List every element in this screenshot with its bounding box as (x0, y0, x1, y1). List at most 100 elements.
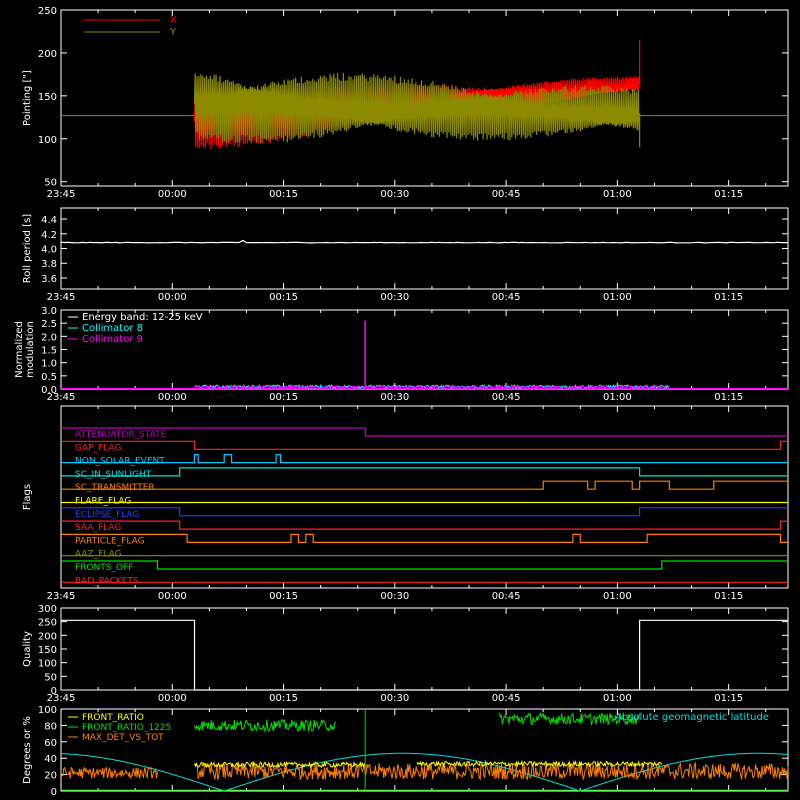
roll-ytick-label: 4.2 (41, 230, 57, 241)
quality-time-label: 00:00 (158, 693, 187, 704)
quality-time-label: 23:45 (47, 693, 76, 704)
flags-time-label: 00:30 (380, 591, 409, 602)
pointing-ylabel: Pointing ["] (22, 70, 33, 126)
quality-time-label: 01:00 (603, 693, 632, 704)
ratios-series-front-ratio-1225 (194, 712, 641, 733)
roll-time-label: 01:15 (714, 292, 743, 303)
pointing-ytick-label: 150 (38, 92, 57, 103)
modulation-time-label: 01:15 (714, 392, 743, 403)
flags-ylabel: Flags (22, 484, 33, 510)
flags-time-label: 23:45 (47, 591, 76, 602)
flag-line-attenuator-state (61, 427, 788, 437)
pointing-ytick-label: 200 (38, 49, 57, 60)
ratios-geomag-label: Absolute geomagnetic latitude (615, 712, 769, 723)
modulation-legend-label: Energy band: 12-25 keV (82, 312, 203, 323)
modulation-time-label: 01:00 (603, 392, 632, 403)
roll-time-label: 23:45 (47, 292, 76, 303)
roll-time-label: 00:45 (492, 292, 521, 303)
quality-ytick-label: 300 (38, 604, 57, 615)
quality-time-label: 00:15 (269, 693, 298, 704)
ratios-series-max-det (60, 761, 789, 781)
flag-line-non-solar-event (61, 454, 788, 464)
flag-line-saa-flag (61, 520, 788, 530)
modulation-ytick-label: 3.0 (41, 306, 57, 317)
flag-label: ATTENUATOR_STATE (75, 430, 167, 440)
quality-ytick-label: 150 (38, 645, 57, 656)
flag-label: FRONTS_OFF (75, 563, 133, 573)
roll-time-label: 00:30 (380, 292, 409, 303)
ratios-ytick-label: 60 (44, 738, 57, 749)
ratios-legend-label: MAX_DET_VS_TOT (82, 733, 164, 743)
pointing-time-label: 23:45 (47, 189, 76, 200)
quality-ytick-label: 0 (51, 686, 57, 697)
quality-ytick-label: 50 (44, 672, 57, 683)
modulation-ytick-label: 2.5 (41, 319, 57, 330)
flag-label: GAP_FLAG (75, 443, 121, 453)
quality-time-label: 00:30 (380, 693, 409, 704)
roll-frame (60, 207, 789, 290)
flag-label: AAZ_FLAG (75, 550, 122, 560)
modulation-series-collimator9 (194, 384, 670, 390)
flag-label: SC_IN_SUNLIGHT (75, 470, 152, 480)
pointing-ytick-label: 250 (38, 6, 57, 17)
modulation-time-label: 00:45 (492, 392, 521, 403)
roll-ylabel: Roll period [s] (22, 214, 33, 283)
quality-ylabel: Quality (22, 631, 33, 667)
modulation-time-label: 23:45 (47, 392, 76, 403)
modulation-ytick-label: 1.5 (41, 346, 57, 357)
modulation-legend-label: Collimator 8 (82, 323, 143, 334)
flags-time-label: 01:15 (714, 591, 743, 602)
flag-label: SC_TRANSMITTER (75, 483, 155, 493)
ratios-series-front-ratio (194, 759, 663, 769)
quality-time-label: 01:15 (714, 693, 743, 704)
flag-label: ECLIPSE_FLAG (75, 510, 139, 520)
roll-time-label: 00:15 (269, 292, 298, 303)
pointing-series-y (193, 72, 641, 144)
ratios-frame (60, 708, 789, 792)
roll-ytick-label: 4.4 (41, 215, 57, 226)
modulation-ytick-label: 0.5 (41, 372, 57, 383)
modulation-ytick-label: 1.0 (41, 359, 57, 370)
quality-ytick-label: 200 (38, 631, 57, 642)
flag-line-sc-transmitter (61, 480, 788, 490)
flag-line-sc-in-sunlight (61, 467, 788, 477)
roll-time-label: 00:00 (158, 292, 187, 303)
quality-time-label: 00:45 (492, 693, 521, 704)
ratios-ytick-label: 80 (44, 721, 57, 732)
roll-ytick-label: 3.6 (41, 274, 57, 285)
modulation-ylabel: Normalizedmodulation (14, 321, 36, 378)
pointing-time-label: 00:45 (492, 189, 521, 200)
flags-time-label: 00:15 (269, 591, 298, 602)
roll-series (60, 239, 789, 244)
flag-label: BAD_PACKETS (75, 576, 139, 586)
flags-time-label: 00:00 (158, 591, 187, 602)
pointing-time-label: 01:15 (714, 189, 743, 200)
modulation-time-label: 00:30 (380, 392, 409, 403)
ratios-legend-label: FRONT_RATIO (82, 713, 144, 723)
pointing-time-label: 00:15 (269, 189, 298, 200)
flag-label: FLARE_FLAG (75, 497, 131, 507)
roll-ytick-label: 3.8 (41, 259, 57, 270)
pointing-time-label: 01:00 (603, 189, 632, 200)
pointing-frame (60, 9, 789, 187)
flag-label: NON_SOLAR_EVENT (75, 457, 165, 467)
flags-frame (60, 405, 789, 589)
pointing-ytick-label: 100 (38, 135, 57, 146)
flag-label: PARTICLE_FLAG (75, 536, 145, 546)
roll-ytick-label: 4.0 (41, 245, 57, 256)
pointing-time-label: 00:00 (158, 189, 187, 200)
quality-series (61, 619, 788, 691)
quality-ytick-label: 250 (38, 618, 57, 629)
pointing-ytick-label: 50 (44, 178, 57, 189)
modulation-legend-label: Collimator 9 (82, 334, 143, 345)
modulation-ylabel-line: Normalized (14, 321, 25, 378)
pointing-time-label: 00:30 (380, 189, 409, 200)
flag-line-eclipse-flag (61, 507, 788, 517)
flags-time-label: 01:00 (603, 591, 632, 602)
ratios-ytick-label: 20 (44, 771, 57, 782)
roll-time-label: 01:00 (603, 292, 632, 303)
flag-line-fronts-off (61, 560, 788, 570)
modulation-ylabel-line: modulation (25, 321, 36, 378)
pointing-legend-label: Y (169, 27, 177, 38)
